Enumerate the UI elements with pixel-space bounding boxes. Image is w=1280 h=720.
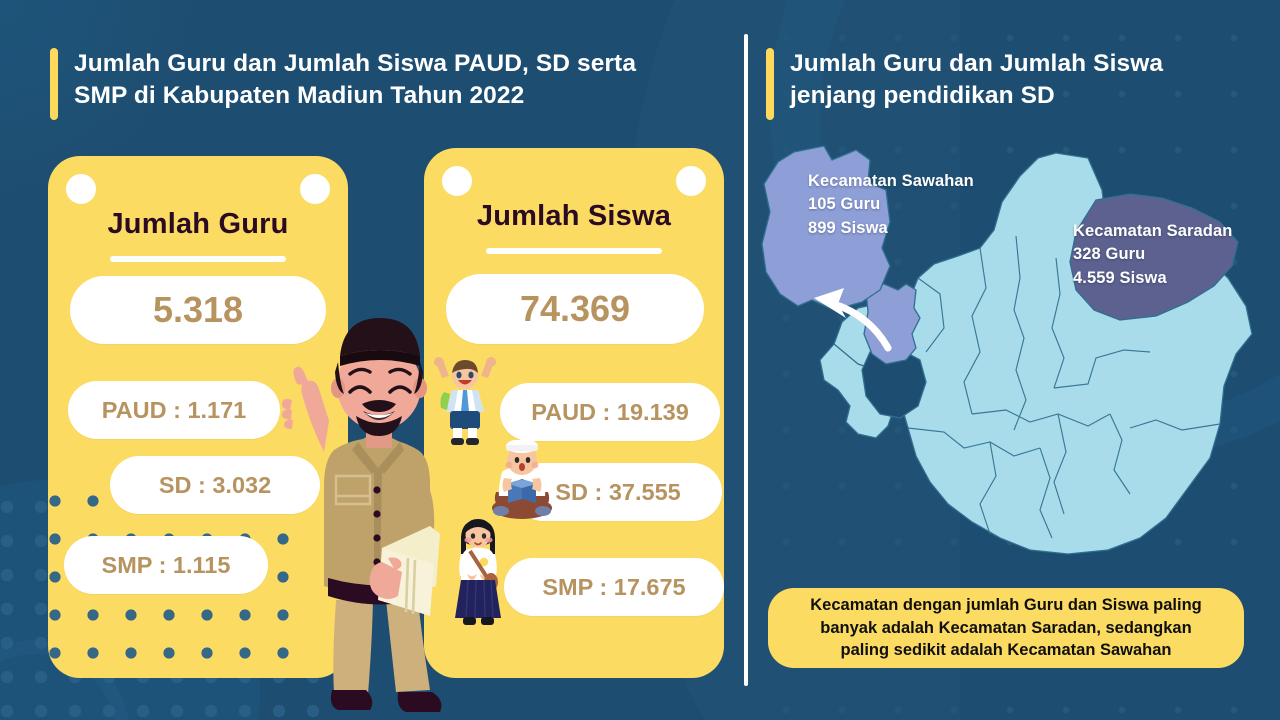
kabupaten-madiun-map (761, 145, 1253, 555)
siswa-paud-pill: PAUD : 19.139 (500, 383, 720, 441)
guru-paud-pill: PAUD : 1.171 (68, 381, 280, 439)
card-punch-hole-left (66, 174, 96, 204)
right-panel-title-text: Jumlah Guru dan Jumlah Siswa jenjang pen… (790, 50, 1164, 110)
stat-card-guru: Jumlah Guru 5.318 PAUD : 1.171 SD : 3.03… (48, 156, 348, 678)
guru-sd-pill: SD : 3.032 (110, 456, 320, 514)
left-panel-title-text: Jumlah Guru dan Jumlah Siswa PAUD, SD se… (74, 50, 637, 110)
map-callout-arrowhead (814, 288, 846, 318)
map-container (758, 138, 1270, 568)
map-region-saradan (1069, 193, 1239, 321)
guru-smp-pill: SMP : 1.115 (64, 536, 268, 594)
card-heading-siswa: Jumlah Siswa (476, 200, 672, 232)
card-heading-guru: Jumlah Guru (107, 208, 289, 240)
left-panel-title: Jumlah Guru dan Jumlah Siswa PAUD, SD se… (50, 48, 710, 120)
map-region-sawahan-inset (761, 145, 891, 311)
card-heading-underline (110, 256, 286, 262)
guru-total-pill: 5.318 (70, 276, 326, 344)
card-punch-hole-left (442, 166, 472, 196)
panel-divider (744, 34, 748, 686)
title-accent-bar (766, 48, 774, 120)
card-punch-hole-right (300, 174, 330, 204)
card-heading-underline (486, 248, 662, 254)
title-accent-bar (50, 48, 58, 120)
siswa-total-pill: 74.369 (446, 274, 704, 344)
map-label-saradan: Kecamatan Saradan 328 Guru 4.559 Siswa (1073, 222, 1233, 287)
stat-card-siswa: Jumlah Siswa 74.369 PAUD : 19.139 SD : 3… (424, 148, 724, 678)
map-caption-text: Kecamatan dengan jumlah Guru dan Siswa p… (810, 595, 1202, 660)
map-label-sawahan: Kecamatan Sawahan 105 Guru 899 Siswa (808, 172, 974, 237)
right-panel-title: Jumlah Guru dan Jumlah Siswa jenjang pen… (766, 48, 1236, 120)
map-callout-arrow (830, 300, 892, 352)
map-caption-box: Kecamatan dengan jumlah Guru dan Siswa p… (768, 588, 1244, 668)
map-region-sawahan-actual (863, 283, 921, 365)
siswa-sd-pill: SD : 37.555 (514, 463, 722, 521)
card-punch-hole-right (676, 166, 706, 196)
siswa-smp-pill: SMP : 17.675 (504, 558, 724, 616)
